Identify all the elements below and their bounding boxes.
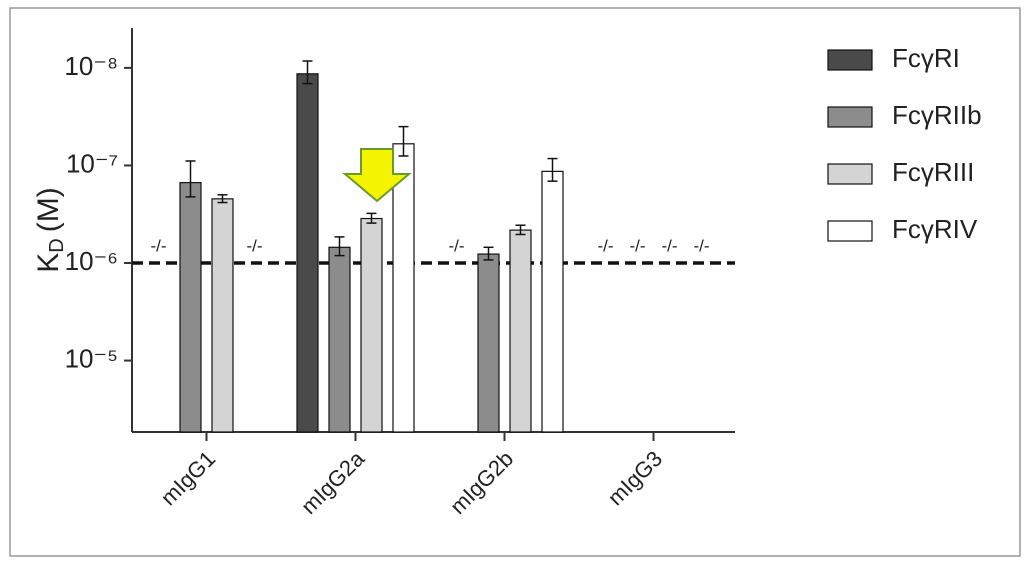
bar bbox=[392, 143, 415, 433]
y-label-sub: D bbox=[46, 238, 68, 252]
bar bbox=[541, 170, 564, 433]
null-label: -/- bbox=[629, 236, 645, 255]
x-tick-label: mIgG3 bbox=[603, 446, 667, 510]
y-axis-label: KD (M) bbox=[32, 187, 68, 272]
null-label: -/- bbox=[150, 236, 166, 255]
y-tick-label: 10⁻⁵ bbox=[65, 343, 118, 373]
bar bbox=[296, 73, 319, 433]
null-label: -/- bbox=[597, 236, 613, 255]
bar bbox=[509, 229, 532, 433]
bar bbox=[477, 253, 500, 433]
x-tick-label: mIgG2b bbox=[445, 446, 518, 519]
legend-swatch bbox=[827, 106, 873, 128]
null-label: -/- bbox=[448, 236, 464, 255]
x-tick-label: mIgG1 bbox=[156, 446, 220, 510]
bar bbox=[360, 217, 383, 433]
legend-label: FcγRIV bbox=[892, 214, 978, 244]
null-label: -/- bbox=[693, 236, 709, 255]
bar bbox=[328, 246, 351, 433]
y-label-main: K bbox=[32, 253, 65, 273]
legend-swatch bbox=[827, 49, 873, 71]
null-label: -/- bbox=[246, 236, 262, 255]
bar bbox=[179, 182, 202, 433]
bar bbox=[211, 198, 234, 433]
y-tick-label: 10⁻⁸ bbox=[64, 51, 118, 81]
legend-label: FcγRI bbox=[892, 43, 960, 73]
legend-swatch bbox=[827, 220, 873, 242]
legend-label: FcγRIIb bbox=[892, 100, 982, 130]
y-tick-label: 10⁻⁷ bbox=[66, 148, 118, 178]
null-label: -/- bbox=[661, 236, 677, 255]
x-tick-label: mIgG2a bbox=[296, 445, 370, 519]
highlight-arrow bbox=[342, 148, 412, 203]
frame bbox=[9, 7, 1021, 557]
legend-swatch bbox=[827, 163, 873, 185]
y-label-unit: (M) bbox=[32, 187, 65, 232]
y-tick-label: 10⁻⁶ bbox=[65, 246, 118, 276]
legend-label: FcγRIII bbox=[892, 157, 974, 187]
